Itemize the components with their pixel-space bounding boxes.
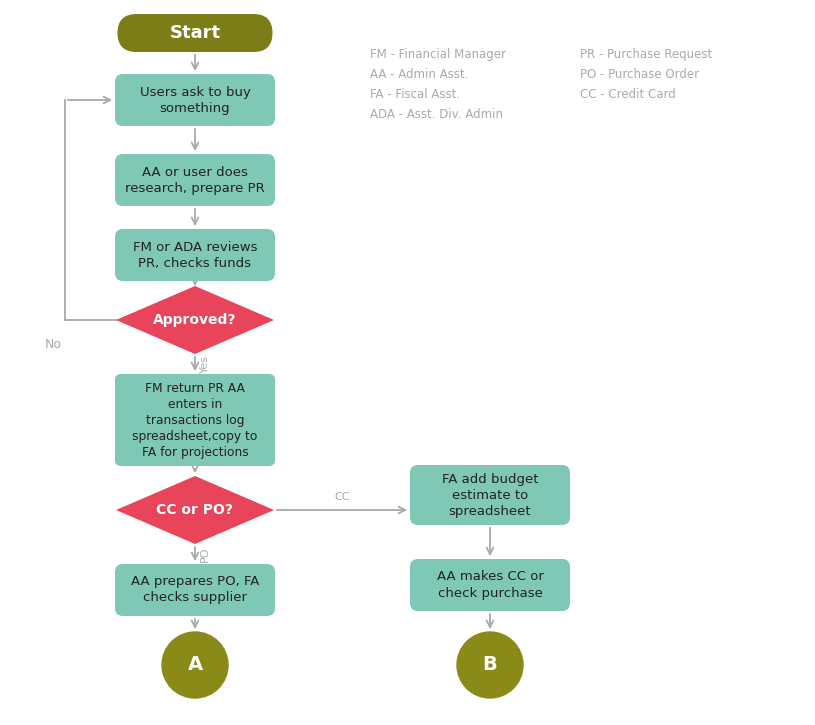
- Text: CC: CC: [334, 492, 350, 502]
- Text: AA makes CC or
check purchase: AA makes CC or check purchase: [437, 571, 544, 600]
- Text: AA or user does
research, prepare PR: AA or user does research, prepare PR: [126, 165, 265, 194]
- Text: FM return PR AA
enters in
transactions log
spreadsheet,copy to
FA for projection: FM return PR AA enters in transactions l…: [132, 381, 258, 458]
- Text: Users ask to buy
something: Users ask to buy something: [139, 86, 250, 115]
- Text: PO: PO: [200, 546, 210, 562]
- FancyBboxPatch shape: [115, 564, 275, 616]
- FancyBboxPatch shape: [410, 559, 570, 611]
- Text: PO - Purchase Order: PO - Purchase Order: [580, 68, 699, 81]
- Circle shape: [162, 632, 228, 698]
- Polygon shape: [116, 286, 274, 354]
- Circle shape: [457, 632, 523, 698]
- Text: Approved?: Approved?: [153, 313, 236, 327]
- Text: CC - Credit Card: CC - Credit Card: [580, 88, 676, 101]
- Text: B: B: [482, 655, 497, 674]
- Text: ADA - Asst. Div. Admin: ADA - Asst. Div. Admin: [370, 108, 503, 121]
- Text: PR - Purchase Request: PR - Purchase Request: [580, 48, 712, 61]
- Text: AA - Admin Asst.: AA - Admin Asst.: [370, 68, 469, 81]
- Text: CC or PO?: CC or PO?: [156, 503, 234, 517]
- Text: Yes: Yes: [200, 355, 210, 373]
- Text: A: A: [187, 655, 203, 674]
- FancyBboxPatch shape: [115, 74, 275, 126]
- Text: FA add budget
estimate to
spreadsheet: FA add budget estimate to spreadsheet: [442, 473, 538, 518]
- FancyBboxPatch shape: [117, 14, 272, 52]
- Text: AA prepares PO, FA
checks supplier: AA prepares PO, FA checks supplier: [131, 576, 259, 605]
- Text: No: No: [45, 338, 62, 351]
- FancyBboxPatch shape: [115, 374, 275, 466]
- FancyBboxPatch shape: [410, 465, 570, 525]
- Text: FM - Financial Manager: FM - Financial Manager: [370, 48, 506, 61]
- Polygon shape: [116, 476, 274, 544]
- Text: Start: Start: [170, 24, 221, 42]
- Text: FM or ADA reviews
PR, checks funds: FM or ADA reviews PR, checks funds: [133, 241, 258, 270]
- FancyBboxPatch shape: [115, 229, 275, 281]
- FancyBboxPatch shape: [115, 154, 275, 206]
- Text: FA - Fiscal Asst.: FA - Fiscal Asst.: [370, 88, 460, 101]
